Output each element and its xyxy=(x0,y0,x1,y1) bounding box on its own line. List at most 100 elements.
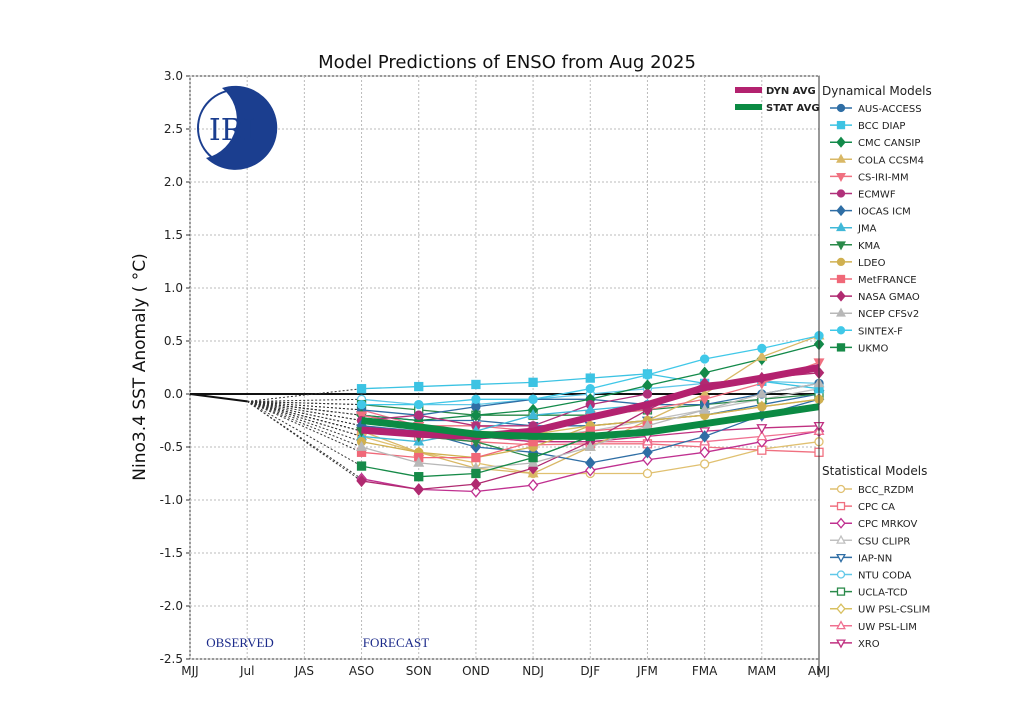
stat-avg-line xyxy=(361,403,820,440)
observed-label: OBSERVED xyxy=(206,635,274,650)
metfrance-point xyxy=(471,452,481,463)
legend-group-title: Dynamical Models xyxy=(822,84,932,98)
legend-marker xyxy=(836,290,846,302)
legend-marker xyxy=(836,570,846,579)
dyn-avg-line xyxy=(361,364,820,440)
legend-marker xyxy=(836,620,846,630)
ncep-cfsv2-point xyxy=(699,403,711,414)
chart-title: Model Predictions of ENSO from Aug 2025 xyxy=(318,52,696,73)
sintex-f-point xyxy=(414,399,424,410)
legend-marker xyxy=(836,639,846,649)
ncep-cfsv2-point xyxy=(356,440,368,451)
ukmo-point xyxy=(356,461,367,471)
ldeo-connector xyxy=(247,400,362,443)
aus-access-connector xyxy=(247,400,362,411)
uw-psl-lim-point xyxy=(756,430,768,441)
ukmo-connector xyxy=(246,400,362,467)
y-tick-label: 2.0 xyxy=(164,175,183,189)
legend-marker xyxy=(836,326,846,335)
iri-logo-text: IRI xyxy=(209,113,255,148)
sintex-f-point xyxy=(757,343,767,354)
sintex-f-point xyxy=(528,394,538,404)
series-layer xyxy=(189,329,825,498)
legend-group-title: Statistical Models xyxy=(822,464,927,478)
grid: 3.0 2.5 2.0 1.5 1.0 0.5 0.0 -0.5 -1.0 -1.5 -2.0 -2.… xyxy=(160,69,830,678)
y-tick-label: 1.0 xyxy=(164,281,183,295)
cs-iri-mm-connector xyxy=(247,400,362,416)
x-tick-label: OND xyxy=(462,664,490,678)
y-tick-label: 0.0 xyxy=(164,387,183,401)
cs-iri-mm-point xyxy=(699,395,711,406)
legend-marker xyxy=(836,205,846,217)
legend-marker xyxy=(836,501,846,511)
legend-marker xyxy=(836,136,846,148)
cpc-mrkov-point xyxy=(470,485,482,498)
cpc-mrkov-point xyxy=(585,464,596,477)
legend-label: UKMO xyxy=(858,343,889,354)
ncep-cfsv2-point xyxy=(413,456,425,467)
y-tick-label: -0.5 xyxy=(160,440,183,454)
legend-marker xyxy=(836,553,846,563)
legend-marker xyxy=(836,241,846,251)
legend-label: CPC CA xyxy=(858,502,895,513)
ncep-cfsv2-point xyxy=(584,440,596,451)
sintex-f-connector xyxy=(247,400,362,406)
x-tick-label: NDJ xyxy=(522,664,544,678)
nasa-gmao-point xyxy=(470,477,482,491)
jma-point xyxy=(584,403,596,414)
ecmwf-point xyxy=(642,389,653,399)
ntu-coda-connector xyxy=(247,398,362,402)
nasa-gmao-connector xyxy=(246,401,362,482)
bcc-diap-point xyxy=(528,377,538,387)
nasa-gmao-point xyxy=(413,483,424,496)
ukmo-point xyxy=(414,472,424,482)
legend-label: UW PSL-LIM xyxy=(858,622,917,633)
x-tick-label: ASO xyxy=(349,664,374,678)
cpc-mrkov-point xyxy=(642,453,653,466)
ncep-cfsv2-point xyxy=(756,387,768,398)
cpc-mrkov-connector xyxy=(246,401,362,480)
xro-point xyxy=(756,424,768,435)
cpc-mrkov-point xyxy=(527,478,539,492)
y-tick-label: 1.5 xyxy=(164,228,183,242)
legend-label: CPC MRKOV xyxy=(858,519,917,530)
legend-marker xyxy=(836,484,846,494)
iocas-icm-point xyxy=(642,446,653,459)
x-tick-label: Jul xyxy=(239,664,254,678)
cmc-cansip-point xyxy=(699,366,710,380)
legend-label: COLA CCSM4 xyxy=(858,155,924,166)
legend-marker xyxy=(836,257,846,267)
legend-label: LDEO xyxy=(858,258,886,269)
metfrance-line xyxy=(361,425,648,459)
legend-label: BCC_RZDM xyxy=(858,485,914,496)
ecmwf-point xyxy=(414,410,424,420)
metfrance-connector xyxy=(246,400,362,453)
legend-marker xyxy=(836,517,846,529)
legend-marker xyxy=(836,274,846,284)
nasa-gmao-point xyxy=(356,474,367,488)
legend-marker xyxy=(836,120,846,130)
bcc-diap-point xyxy=(414,381,424,392)
legend-label: ECMWF xyxy=(858,190,896,201)
iocas-icm-point xyxy=(585,456,596,470)
y-tick-label: -1.0 xyxy=(160,493,183,507)
legend-label: IOCAS ICM xyxy=(858,207,911,218)
legend-marker xyxy=(836,603,846,615)
legend-label: AUS-ACCESS xyxy=(858,104,922,115)
cmc-cansip-point xyxy=(470,408,482,422)
x-tick-label: DJF xyxy=(580,664,600,678)
x-tick-label: JFM xyxy=(636,664,658,678)
bcc-diap-point xyxy=(585,373,595,383)
x-tick-label: MJJ xyxy=(181,664,198,678)
legend-label: MetFRANCE xyxy=(858,275,917,286)
x-tick-label: JAS xyxy=(294,664,314,678)
ecmwf-line xyxy=(361,393,648,427)
legend-label: CSU CLIPR xyxy=(858,536,910,547)
legend-label: KMA xyxy=(858,241,880,252)
legend-label: XRO xyxy=(858,639,880,650)
x-tick-label: MAM xyxy=(747,664,776,678)
iri-logo: IRI xyxy=(197,85,278,170)
x-tick-label: SON xyxy=(406,664,432,678)
legend-marker xyxy=(836,103,846,113)
